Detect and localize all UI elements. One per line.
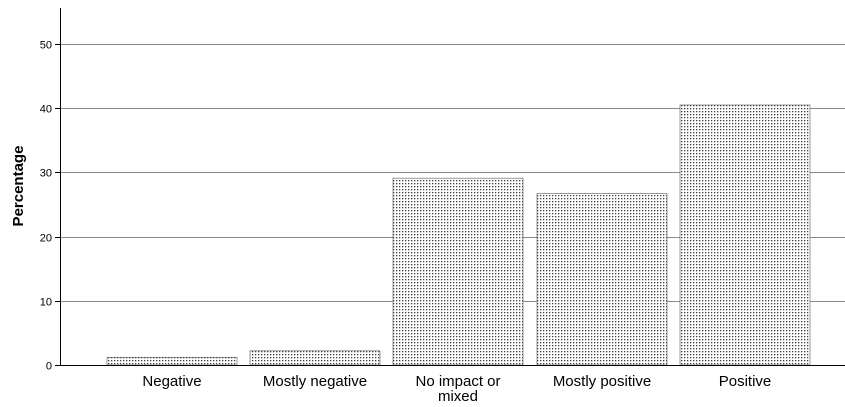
y-axis-title: Percentage [10,146,27,227]
bar [536,193,668,366]
bar [392,177,524,366]
y-tick-label: 30 [40,168,52,180]
y-tick-label: 10 [40,297,52,309]
bars [106,104,811,366]
x-category-label: Mostly negative [263,373,367,390]
x-category-label: No impact or [415,373,500,390]
axes [55,8,845,366]
bar [679,104,811,366]
y-tick-label: 50 [40,40,52,52]
x-category-label: mixed [438,388,478,405]
bar [249,350,381,366]
x-category-label: Positive [719,373,772,390]
y-tick-label: 0 [46,361,52,373]
labels: 0 10 20 30 40 50 Negative Mostly negative No imp… [40,40,772,406]
y-tick-label: 20 [40,233,52,245]
y-tick-label: 40 [40,104,52,116]
x-category-label: Negative [142,373,201,390]
x-category-label: Mostly positive [553,373,651,390]
bar [106,356,238,366]
